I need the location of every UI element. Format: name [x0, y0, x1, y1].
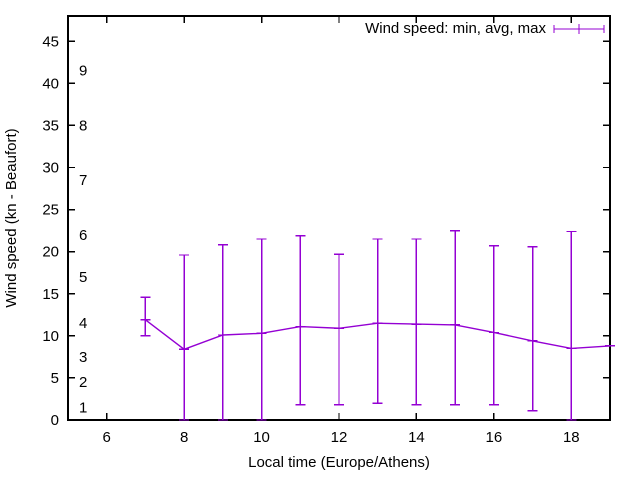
x-tick-label: 8 [180, 429, 188, 446]
error-bar [140, 296, 151, 337]
beaufort-scale-labels: 1 2 3 4 5 6 7 8 9 [79, 63, 87, 417]
y-tick-label: 30 [42, 160, 59, 177]
x-axis-title: Local time (Europe/Athens) [248, 454, 430, 471]
legend: Wind speed: min, avg, max [365, 20, 605, 37]
x-axis-ticks: 6 8 10 12 14 16 18 [103, 16, 580, 446]
beaufort-label: 7 [79, 172, 87, 189]
error-bar [488, 245, 499, 406]
legend-label: Wind speed: min, avg, max [365, 20, 546, 37]
beaufort-label: 8 [79, 117, 87, 134]
y-tick-label: 35 [42, 117, 59, 134]
error-bar [217, 244, 228, 421]
x-tick-label: 12 [331, 429, 348, 446]
avg-line [145, 319, 611, 351]
legend-sample-errorbar [553, 24, 605, 34]
beaufort-label: 1 [79, 399, 87, 416]
error-bar [334, 253, 344, 406]
y-tick-label: 15 [42, 286, 59, 303]
error-bar [372, 238, 383, 404]
beaufort-label: 4 [79, 315, 87, 332]
error-bar [256, 238, 267, 421]
y-tick-label: 0 [51, 412, 59, 429]
y-tick-label: 45 [42, 33, 59, 50]
x-tick-label: 16 [486, 429, 503, 446]
x-tick-label: 6 [103, 429, 111, 446]
error-bar [411, 238, 422, 406]
y-tick-label: 40 [42, 75, 59, 92]
x-tick-label: 14 [408, 429, 425, 446]
beaufort-label: 6 [79, 227, 87, 244]
beaufort-label: 5 [79, 269, 87, 286]
error-bar [527, 245, 538, 412]
y-tick-label: 5 [51, 370, 59, 387]
y-tick-label: 10 [42, 328, 59, 345]
error-bar [295, 234, 306, 406]
beaufort-label: 3 [79, 349, 87, 366]
error-bar [450, 229, 461, 406]
y-tick-label: 20 [42, 244, 59, 261]
x-tick-label: 10 [253, 429, 270, 446]
error-bars-group [140, 229, 615, 421]
y-tick-label: 25 [42, 202, 59, 219]
x-tick-label: 18 [563, 429, 580, 446]
error-bar [179, 254, 190, 421]
beaufort-label: 2 [79, 374, 87, 391]
error-bar [566, 230, 577, 421]
beaufort-label: 9 [79, 63, 87, 80]
y-axis-title: Wind speed (kn - Beaufort) [3, 128, 20, 307]
